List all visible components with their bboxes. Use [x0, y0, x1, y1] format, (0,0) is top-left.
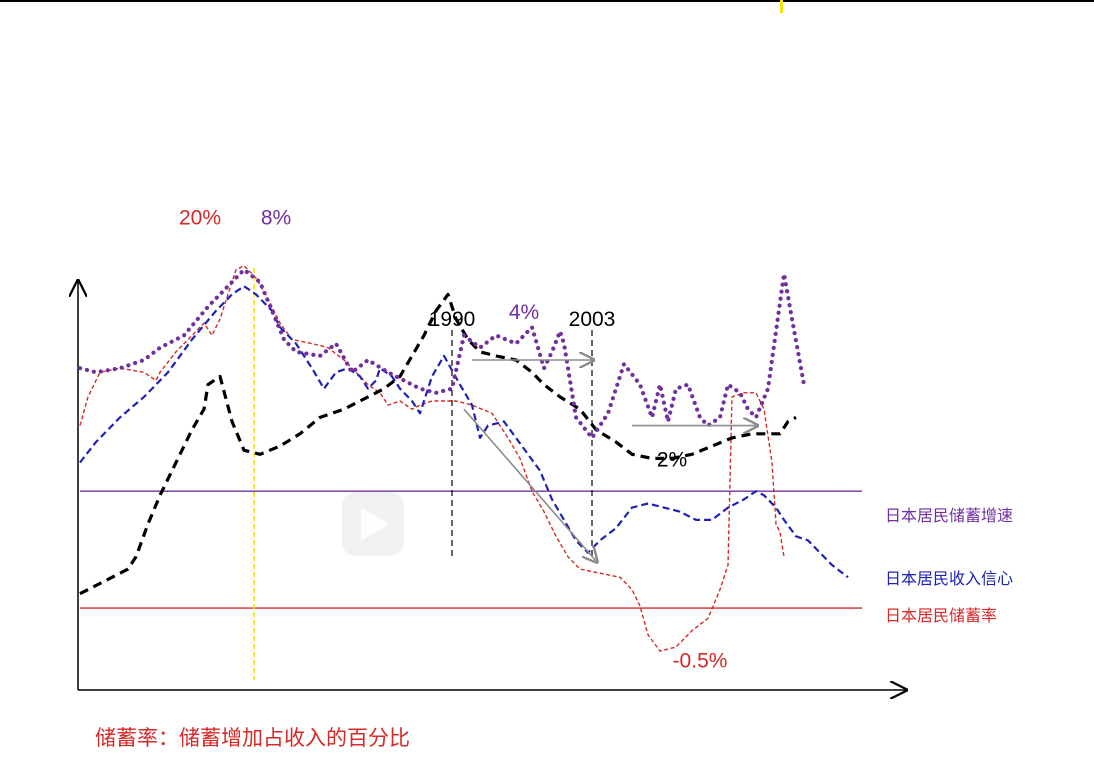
footnote: 储蓄率：储蓄增加占收入的百分比: [95, 726, 410, 750]
annotation-3: 4%: [509, 301, 539, 324]
series-line-income_confidence: [79, 285, 849, 579]
play-button[interactable]: [342, 492, 404, 556]
trend-arrow-3: [463, 408, 596, 561]
year-label-1990: 1990: [429, 308, 476, 331]
series-line-savings_rate: [79, 265, 785, 652]
annotation-1: 20%: [179, 207, 221, 230]
annotation-2: 8%: [261, 207, 291, 230]
play-icon: [361, 508, 389, 541]
legend-label-savings_rate: 日本居民储蓄率: [885, 606, 997, 625]
annotation-4: 2%: [657, 449, 687, 472]
annotation-5: -0.5%: [673, 650, 728, 673]
legend-label-savings_growth: 日本居民储蓄增速: [885, 506, 1013, 525]
series-line-savings_growth: [77, 267, 807, 440]
year-label-2003: 2003: [569, 308, 616, 331]
legend-label-income_confidence: 日本居民收入信心: [885, 569, 1013, 588]
top-yellow-mark: [780, 0, 783, 13]
series-line-black_series: [79, 292, 797, 596]
